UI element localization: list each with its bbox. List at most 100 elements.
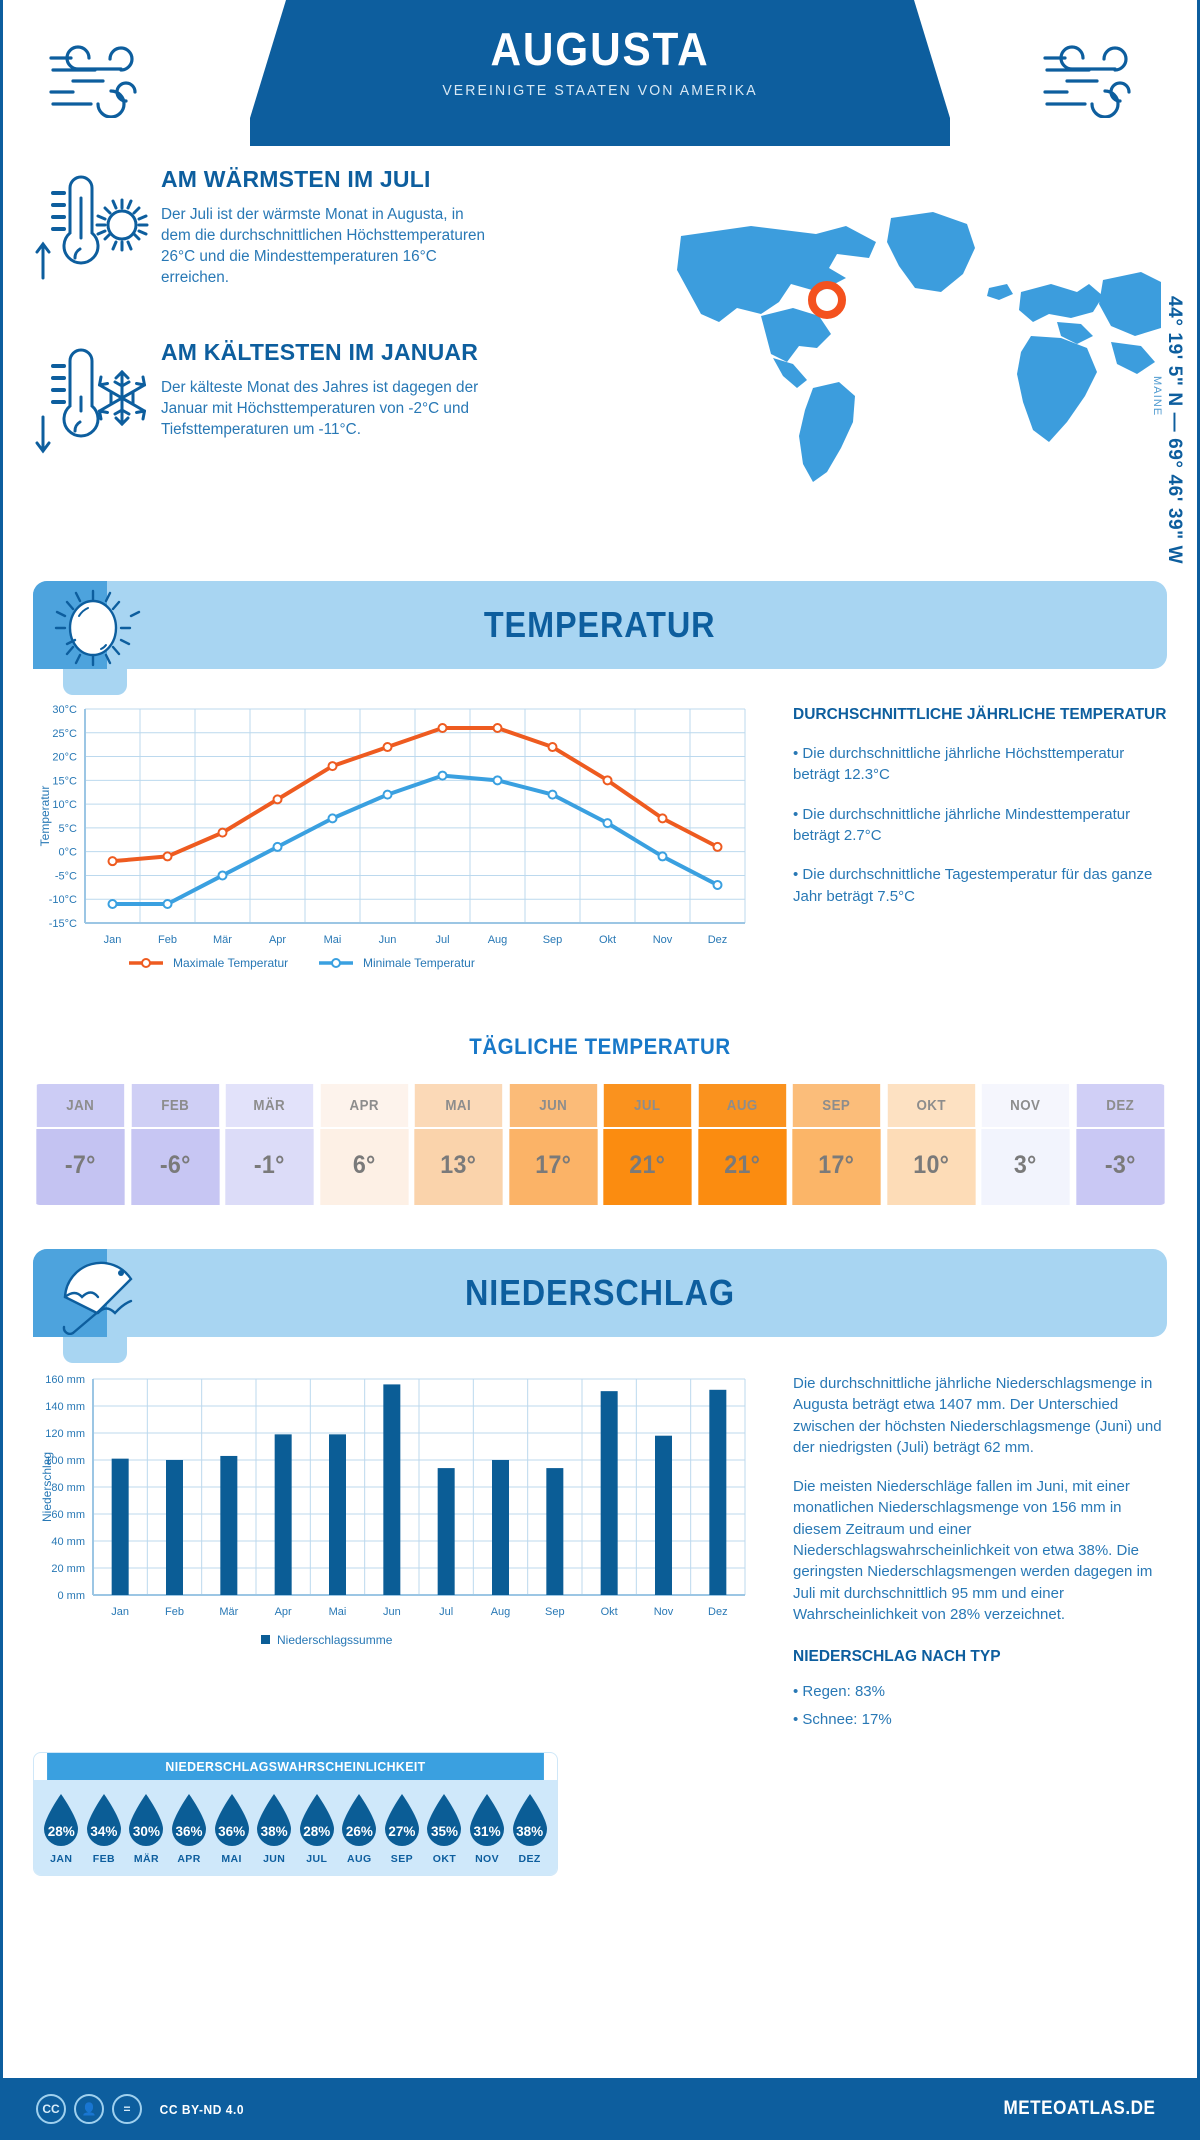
svg-text:Niederschlag: Niederschlag [40, 1452, 54, 1522]
by-icon: 👤 [74, 2094, 104, 2124]
daily-temp-month: SEP [792, 1084, 880, 1127]
daily-temp-value: 13° [414, 1129, 503, 1205]
nd-icon: = [112, 2094, 142, 2124]
svg-text:Mai: Mai [329, 1606, 347, 1618]
daily-temp-value: 10° [886, 1129, 975, 1205]
svg-text:Jul: Jul [439, 1606, 453, 1618]
svg-text:Minimale Temperatur: Minimale Temperatur [363, 956, 475, 970]
warmest-heading: AM WÄRMSTEN IM JULI [161, 166, 431, 192]
svg-text:Dez: Dez [708, 934, 728, 946]
avg-max-temp-bullet: • Die durchschnittliche jährliche Höchst… [793, 745, 1125, 784]
svg-text:0 mm: 0 mm [58, 1590, 86, 1602]
precip-probability-value: 26% [345, 1824, 373, 1839]
precipitation-probability-title: NIEDERSCHLAGSWAHRSCHEINLICHKEIT [47, 1753, 544, 1780]
water-drop-icon: 28% [41, 1792, 81, 1848]
daily-temp-month: FEB [131, 1084, 219, 1127]
water-drop-icon: 38% [254, 1792, 294, 1848]
precip-probability-drop: 30% MÄR [126, 1792, 166, 1865]
divider [505, 1127, 600, 1129]
daily-temp-value: 21° [603, 1129, 692, 1205]
svg-text:Jan: Jan [104, 934, 122, 946]
precip-probability-value: 31% [473, 1824, 501, 1839]
coordinates-label: 44° 19' 5" N — 69° 46' 39" W [1164, 296, 1185, 565]
svg-text:80 mm: 80 mm [51, 1482, 85, 1494]
header-titles: AUGUSTA VEREINIGTE STAATEN VON AMERIKA [3, 0, 1197, 99]
daily-temp-month: MÄR [225, 1084, 313, 1127]
precip-probability-month: FEB [92, 1853, 115, 1865]
precip-probability-drop: 27% SEP [382, 1792, 422, 1865]
precip-snow-bullet: • Schnee: 17% [793, 1710, 892, 1728]
temperature-chart-row: -15°C -10°C -5°C 0°C 5°C 10°C 15°C 20°C 25°C 30°C… [3, 695, 1197, 1000]
daily-temp-value: -7° [36, 1129, 125, 1205]
svg-text:Jun: Jun [379, 934, 397, 946]
precip-probability-month: JUL [306, 1853, 328, 1865]
svg-text:Nov: Nov [654, 1606, 674, 1618]
daily-temp-column: NOV 3° [978, 1084, 1073, 1205]
thermometer-down-snowflake-icon [35, 348, 146, 454]
coldest-paragraph: Der kälteste Monat des Jahres ist dagege… [161, 379, 479, 439]
svg-text:Nov: Nov [653, 934, 673, 946]
daily-temp-month: JUL [603, 1084, 691, 1127]
thermometer-up-sun-icon [35, 175, 149, 280]
svg-text:Jan: Jan [111, 1606, 129, 1618]
water-drop-icon: 27% [382, 1792, 422, 1848]
daily-temp-month: OKT [887, 1084, 975, 1127]
banner-tail [63, 1337, 127, 1363]
country-name: VEREINIGTE STAATEN VON AMERIKA [442, 82, 758, 99]
precip-probability-month: OKT [432, 1853, 457, 1865]
daily-temp-value: -1° [225, 1129, 314, 1205]
water-drop-icon: 34% [84, 1792, 124, 1848]
svg-text:Temperatur: Temperatur [38, 786, 52, 847]
svg-text:Dez: Dez [708, 1606, 728, 1618]
precip-probability-value: 30% [132, 1824, 160, 1839]
coldest-text: AM KÄLTESTEN IM JANUAR Der kälteste Mona… [161, 337, 491, 440]
precip-probability-drop: 35% OKT [424, 1792, 464, 1865]
water-drop-icon: 35% [424, 1792, 464, 1848]
svg-text:15°C: 15°C [52, 775, 77, 787]
water-drop-icon: 31% [467, 1792, 507, 1848]
svg-text:Feb: Feb [158, 934, 177, 946]
svg-text:30°C: 30°C [52, 704, 77, 716]
precip-probability-value: 34% [90, 1824, 118, 1839]
svg-text:20°C: 20°C [52, 752, 77, 764]
svg-text:Sep: Sep [545, 1606, 565, 1618]
precip-probability-month: JUN [263, 1853, 286, 1865]
umbrella-icon [62, 1261, 133, 1335]
daily-temp-month: DEZ [1076, 1084, 1164, 1127]
svg-text:-10°C: -10°C [49, 894, 77, 906]
svg-text:120 mm: 120 mm [45, 1428, 85, 1440]
svg-text:Okt: Okt [601, 1606, 618, 1618]
daily-temp-month: NOV [981, 1084, 1069, 1127]
precip-probability-drop: 28% JUL [297, 1792, 337, 1865]
header-right-panel [914, 0, 1197, 146]
precip-probability-month: APR [177, 1853, 201, 1865]
precip-paragraph-2: Die meisten Niederschläge fallen im Juni… [793, 1478, 1153, 1623]
svg-text:Maximale Temperatur: Maximale Temperatur [173, 956, 288, 970]
precip-probability-drop: 38% JUN [254, 1792, 294, 1865]
svg-text:Jul: Jul [435, 934, 449, 946]
svg-text:160 mm: 160 mm [45, 1374, 85, 1386]
precip-probability-month: DEZ [518, 1853, 541, 1865]
warmest-icons [31, 164, 161, 295]
daily-temp-column: APR 6° [316, 1084, 411, 1205]
precip-probability-value: 36% [218, 1824, 246, 1839]
svg-text:Niederschlagssumme: Niederschlagssumme [277, 1633, 393, 1647]
precip-probability-drop: 31% NOV [467, 1792, 507, 1865]
svg-text:60 mm: 60 mm [51, 1509, 85, 1521]
precip-probability-drop: 36% MAI [212, 1792, 252, 1865]
page-footer: CC 👤 = CC BY-ND 4.0 METEOATLAS.DE [0, 2078, 1200, 2140]
temperature-line-chart: -15°C -10°C -5°C 0°C 5°C 10°C 15°C 20°C 25°C 30°C… [38, 704, 746, 970]
divider [127, 1127, 222, 1129]
precip-type-heading: NIEDERSCHLAG NACH TYP [793, 1648, 1001, 1666]
wind-icon [49, 45, 137, 118]
water-drop-icon: 36% [212, 1792, 252, 1848]
precip-probability-value: 38% [516, 1824, 544, 1839]
precip-probability-value: 27% [388, 1824, 416, 1839]
daily-temp-value: 6° [319, 1129, 408, 1205]
temperature-banner: TEMPERATUR [33, 581, 1167, 695]
svg-text:100 mm: 100 mm [45, 1455, 85, 1467]
temperature-side-text: DURCHSCHNITTLICHE JÄHRLICHE TEMPERATUR •… [763, 695, 1167, 1000]
daily-temp-column: AUG 21° [694, 1084, 789, 1205]
water-drop-icon: 30% [126, 1792, 166, 1848]
precipitation-chart: 0 mm 20 mm 40 mm 60 mm 80 mm 100 mm 120 mm 140 … [33, 1363, 763, 1730]
